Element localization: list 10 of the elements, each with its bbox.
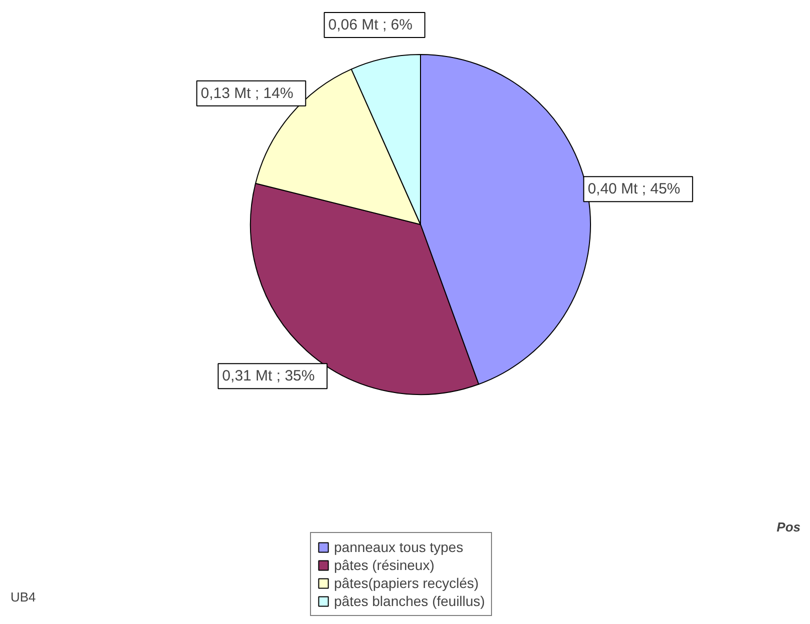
data-label: 0,31 Mt ; 35% [222, 368, 315, 385]
data-label: 0,13 Mt ; 14% [200, 84, 294, 102]
legend-label: pâtes(papiers recyclés) [334, 575, 479, 591]
legend-label: pâtes (résineux) [334, 557, 434, 573]
text: Pos [776, 520, 800, 534]
legend-label: panneaux tous types [334, 539, 464, 555]
text: UB4 [10, 590, 36, 604]
legend-label: pâtes blanches (feuillus) [334, 593, 485, 609]
data-label: 0,40 Mt ; 45% [588, 180, 680, 198]
data-label: 0,06 Mt ; 6% [328, 16, 412, 34]
